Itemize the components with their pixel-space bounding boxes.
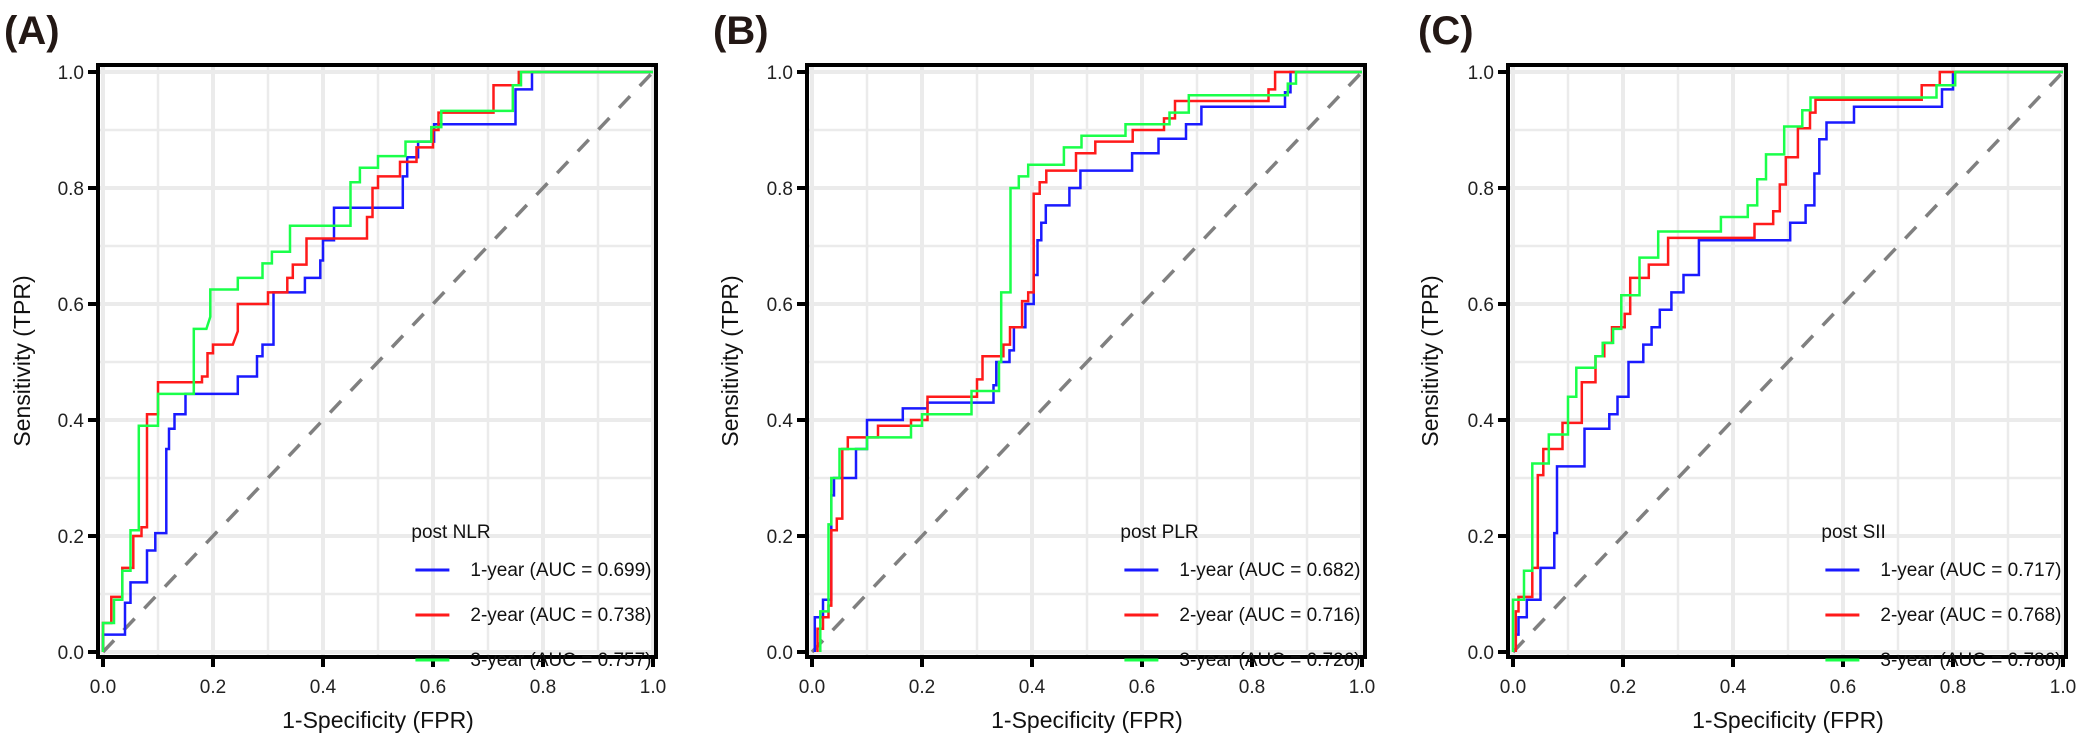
x-axis-title: 1-Specificity (FPR) [1692,707,1884,733]
legend-item-label: 2-year (AUC = 0.716) [1179,605,1360,626]
y-tick-label: 0.2 [58,527,84,548]
legend: post NLR 1-year (AUC = 0.699) 2-year (AUC … [411,522,651,671]
y-tick-label: 0.8 [1468,179,1494,200]
x-axis-title: 1-Specificity (FPR) [991,707,1183,733]
y-tick-label: 0.6 [767,295,793,316]
legend-title: post SII [1821,522,1885,543]
x-tick-label: 0.4 [310,677,337,698]
roc-curve-1-year [1514,70,2063,652]
legend-item-label: 2-year (AUC = 0.738) [470,605,651,626]
legend-item-label: 2-year (AUC = 0.768) [1880,605,2061,626]
x-tick-label: 0.0 [1500,677,1526,698]
plot-frame [96,63,658,659]
y-tick-label: 1.0 [58,63,84,84]
roc-curve-1-year [813,70,1362,652]
y-tick-label: 0.2 [767,527,793,548]
legend-item-label: 1-year (AUC = 0.699) [470,560,651,581]
legend-title: post NLR [411,522,490,543]
y-tick-label: 0.6 [1468,295,1494,316]
y-tick-label: 1.0 [1468,63,1494,84]
x-tick-label: 0.8 [1940,677,1966,698]
y-tick-label: 0.0 [1468,643,1494,664]
roc-curve-2-year [816,70,1362,652]
reference-diagonal [810,70,1364,654]
roc-curve-3-year [101,70,653,652]
y-tick-label: 0.6 [58,295,84,316]
panel-label: (A) [4,9,60,53]
y-tick-label: 0.8 [767,179,793,200]
x-tick-label: 1.0 [2050,677,2076,698]
x-tick-label: 0.6 [420,677,446,698]
reference-diagonal [101,70,655,654]
legend-item-label: 3-year (AUC = 0.786) [1880,650,2061,671]
plot-frame [1506,63,2068,659]
x-tick-label: 1.0 [640,677,666,698]
plot-frame [805,63,1367,659]
roc-curve-1-year [101,70,653,652]
y-tick-label: 0.4 [1468,411,1495,432]
legend-item-label: 1-year (AUC = 0.682) [1179,560,1360,581]
x-tick-label: 0.2 [200,677,226,698]
y-tick-label: 0.0 [58,643,84,664]
x-tick-label: 1.0 [1349,677,1375,698]
x-tick-label: 0.4 [1019,677,1046,698]
y-axis-title: Sensitivity (TPR) [9,275,35,446]
x-tick-label: 0.2 [1610,677,1636,698]
y-tick-label: 0.8 [58,179,84,200]
roc-curve-2-year [1514,70,2063,652]
x-tick-label: 0.6 [1129,677,1155,698]
x-axis-title: 1-Specificity (FPR) [282,707,474,733]
roc-curve-3-year [1511,70,2063,652]
roc-panel-c: (C) 0.0 0.2 0.4 0.6 0.8 1.0 0.0 0.2 0.4 0.6 0.8 1.0 1… [1417,9,2076,733]
roc-panel-a: (A) 0.0 0.2 0.4 0.6 0.8 1.0 0.0 0.2 0.4 0.6 0.8 1.0 1… [4,9,666,733]
x-tick-label: 0.4 [1720,677,1747,698]
y-axis-title: Sensitivity (TPR) [717,275,743,446]
x-tick-label: 0.8 [530,677,556,698]
legend: post SII 1-year (AUC = 0.717) 2-year (AUC … [1821,522,2061,671]
y-tick-label: 1.0 [767,63,793,84]
y-tick-label: 0.4 [767,411,794,432]
reference-diagonal [1511,70,2065,654]
x-tick-label: 0.8 [1239,677,1265,698]
panel-label: (B) [713,9,769,53]
y-tick-label: 0.4 [58,411,85,432]
roc-panel-b: (B) 0.0 0.2 0.4 0.6 0.8 1.0 0.0 0.2 0.4 0.6 0.8 1.0 1… [713,9,1375,733]
roc-curve-3-year [819,70,1362,652]
roc-curve-2-year [101,70,653,652]
panel-label: (C) [1418,9,1474,53]
y-tick-label: 0.2 [1468,527,1494,548]
legend-item-label: 1-year (AUC = 0.717) [1880,560,2061,581]
y-axis-title: Sensitivity (TPR) [1417,275,1443,446]
legend-title: post PLR [1120,522,1198,543]
legend-item-label: 3-year (AUC = 0.726) [1179,650,1360,671]
x-tick-label: 0.0 [90,677,116,698]
legend-item-label: 3-year (AUC = 0.757) [470,650,651,671]
y-tick-label: 0.0 [767,643,793,664]
x-tick-label: 0.0 [799,677,825,698]
legend: post PLR 1-year (AUC = 0.682) 2-year (AUC … [1120,522,1360,671]
x-tick-label: 0.6 [1830,677,1856,698]
x-tick-label: 0.2 [909,677,935,698]
